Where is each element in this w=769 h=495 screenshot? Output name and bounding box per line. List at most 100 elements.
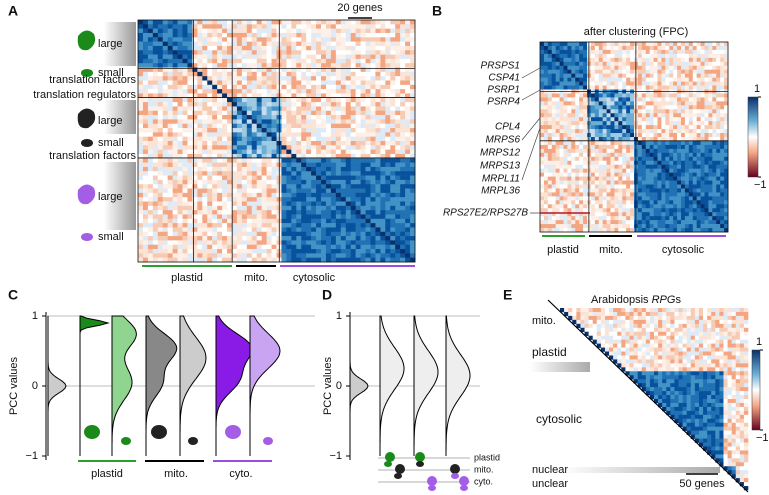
- heatmap-cell: [705, 185, 709, 189]
- heatmap-cell: [336, 106, 341, 111]
- heatmap-cell: [257, 158, 262, 163]
- heatmap-cell: [316, 253, 321, 258]
- heatmap-cell: [351, 245, 356, 250]
- heatmap-cell: [622, 70, 626, 74]
- heatmap-cell: [708, 145, 712, 149]
- heatmap-cell: [689, 145, 693, 149]
- heatmap-cell: [316, 184, 321, 189]
- heatmap-cell: [654, 153, 658, 157]
- heatmap-cell: [395, 180, 400, 185]
- heatmap-cell: [217, 167, 222, 172]
- heatmap-cell: [544, 188, 548, 192]
- heatmap-cell: [669, 66, 673, 70]
- heatmap-cell: [622, 117, 626, 121]
- heatmap-cell: [571, 46, 575, 50]
- heatmap-cell: [708, 46, 712, 50]
- heatmap-cell: [163, 163, 168, 168]
- heatmap-cell: [178, 223, 183, 228]
- heatmap-cell: [326, 111, 331, 116]
- heatmap-cell: [410, 240, 415, 245]
- heatmap-cell: [701, 125, 705, 129]
- heatmap-cell: [187, 76, 192, 81]
- heatmap-cell: [579, 149, 583, 153]
- heatmap-cell: [237, 29, 242, 34]
- heatmap-cell: [252, 119, 257, 124]
- heatmap-cell: [611, 54, 615, 58]
- heatmap-cell: [336, 141, 341, 146]
- heatmap-cell: [148, 150, 153, 155]
- heatmap-cell: [257, 141, 262, 146]
- heatmap-cell: [202, 63, 207, 68]
- heatmap-cell: [301, 102, 306, 107]
- heatmap-cell: [202, 193, 207, 198]
- heatmap-cell: [564, 109, 568, 113]
- heatmap-cell: [356, 81, 361, 86]
- heatmap-cell: [720, 113, 724, 117]
- heatmap-cell: [242, 158, 247, 163]
- heatmap-cell: [212, 210, 217, 215]
- heatmap-cell: [622, 185, 626, 189]
- heatmap-cell: [316, 137, 321, 142]
- heatmap-cell: [595, 141, 599, 145]
- heatmap-cell: [301, 206, 306, 211]
- heatmap-cell: [654, 185, 658, 189]
- heatmap-cell: [366, 193, 371, 198]
- heatmap-cell: [321, 249, 326, 254]
- heatmap-cell: [222, 24, 227, 29]
- heatmap-cell: [607, 46, 611, 50]
- heatmap-cell: [685, 101, 689, 105]
- heatmap-cell: [705, 62, 709, 66]
- heatmap-cell: [296, 124, 301, 129]
- heatmap-cell: [390, 176, 395, 181]
- heatmap-cell: [618, 161, 622, 165]
- heatmap-cell: [143, 189, 148, 194]
- heatmap-cell: [326, 180, 331, 185]
- heatmap-cell: [232, 206, 237, 211]
- heatmap-cell: [618, 82, 622, 86]
- heatmap-cell: [607, 177, 611, 181]
- heatmap-cell: [611, 133, 615, 137]
- heatmap-cell: [207, 137, 212, 142]
- heatmap-cell: [677, 121, 681, 125]
- heatmap-cell: [311, 59, 316, 64]
- heatmap-cell: [689, 97, 693, 101]
- heatmap-cell: [579, 82, 583, 86]
- heatmap-cell: [400, 46, 405, 51]
- heatmap-cell: [301, 240, 306, 245]
- heatmap-cell: [385, 210, 390, 215]
- heatmap-cell: [301, 76, 306, 81]
- heatmap-cell: [400, 33, 405, 38]
- heatmap-cell: [540, 181, 544, 185]
- heatmap-cell: [197, 163, 202, 168]
- heatmap-cell: [544, 109, 548, 113]
- heatmap-cell: [650, 185, 654, 189]
- heatmap-cell: [143, 42, 148, 47]
- heatmap-cell: [237, 219, 242, 224]
- heatmap-cell: [618, 165, 622, 169]
- heatmap-cell: [267, 63, 272, 68]
- heatmap-cell: [316, 150, 321, 155]
- heatmap-cell: [575, 149, 579, 153]
- heatmap-cell: [222, 193, 227, 198]
- heatmap-cell: [183, 171, 188, 176]
- heatmap-cell: [311, 33, 316, 38]
- heatmap-cell: [321, 132, 326, 137]
- heatmap-cell: [614, 188, 618, 192]
- heatmap-cell: [262, 106, 267, 111]
- heatmap-cell: [607, 121, 611, 125]
- heatmap-cell: [311, 253, 316, 258]
- heatmap-cell: [540, 117, 544, 121]
- heatmap-cell: [701, 46, 705, 50]
- heatmap-cell: [689, 105, 693, 109]
- heatmap-cell: [579, 117, 583, 121]
- heatmap-cell: [560, 101, 564, 105]
- heatmap-cell: [556, 93, 560, 97]
- heatmap-cell: [267, 158, 272, 163]
- heatmap-cell: [286, 50, 291, 55]
- heatmap-cell: [646, 125, 650, 129]
- heatmap-cell: [626, 141, 630, 145]
- heatmap-cell: [400, 20, 405, 25]
- heatmap-cell: [168, 236, 173, 241]
- heatmap-cell: [618, 113, 622, 117]
- heatmap-cell: [552, 58, 556, 62]
